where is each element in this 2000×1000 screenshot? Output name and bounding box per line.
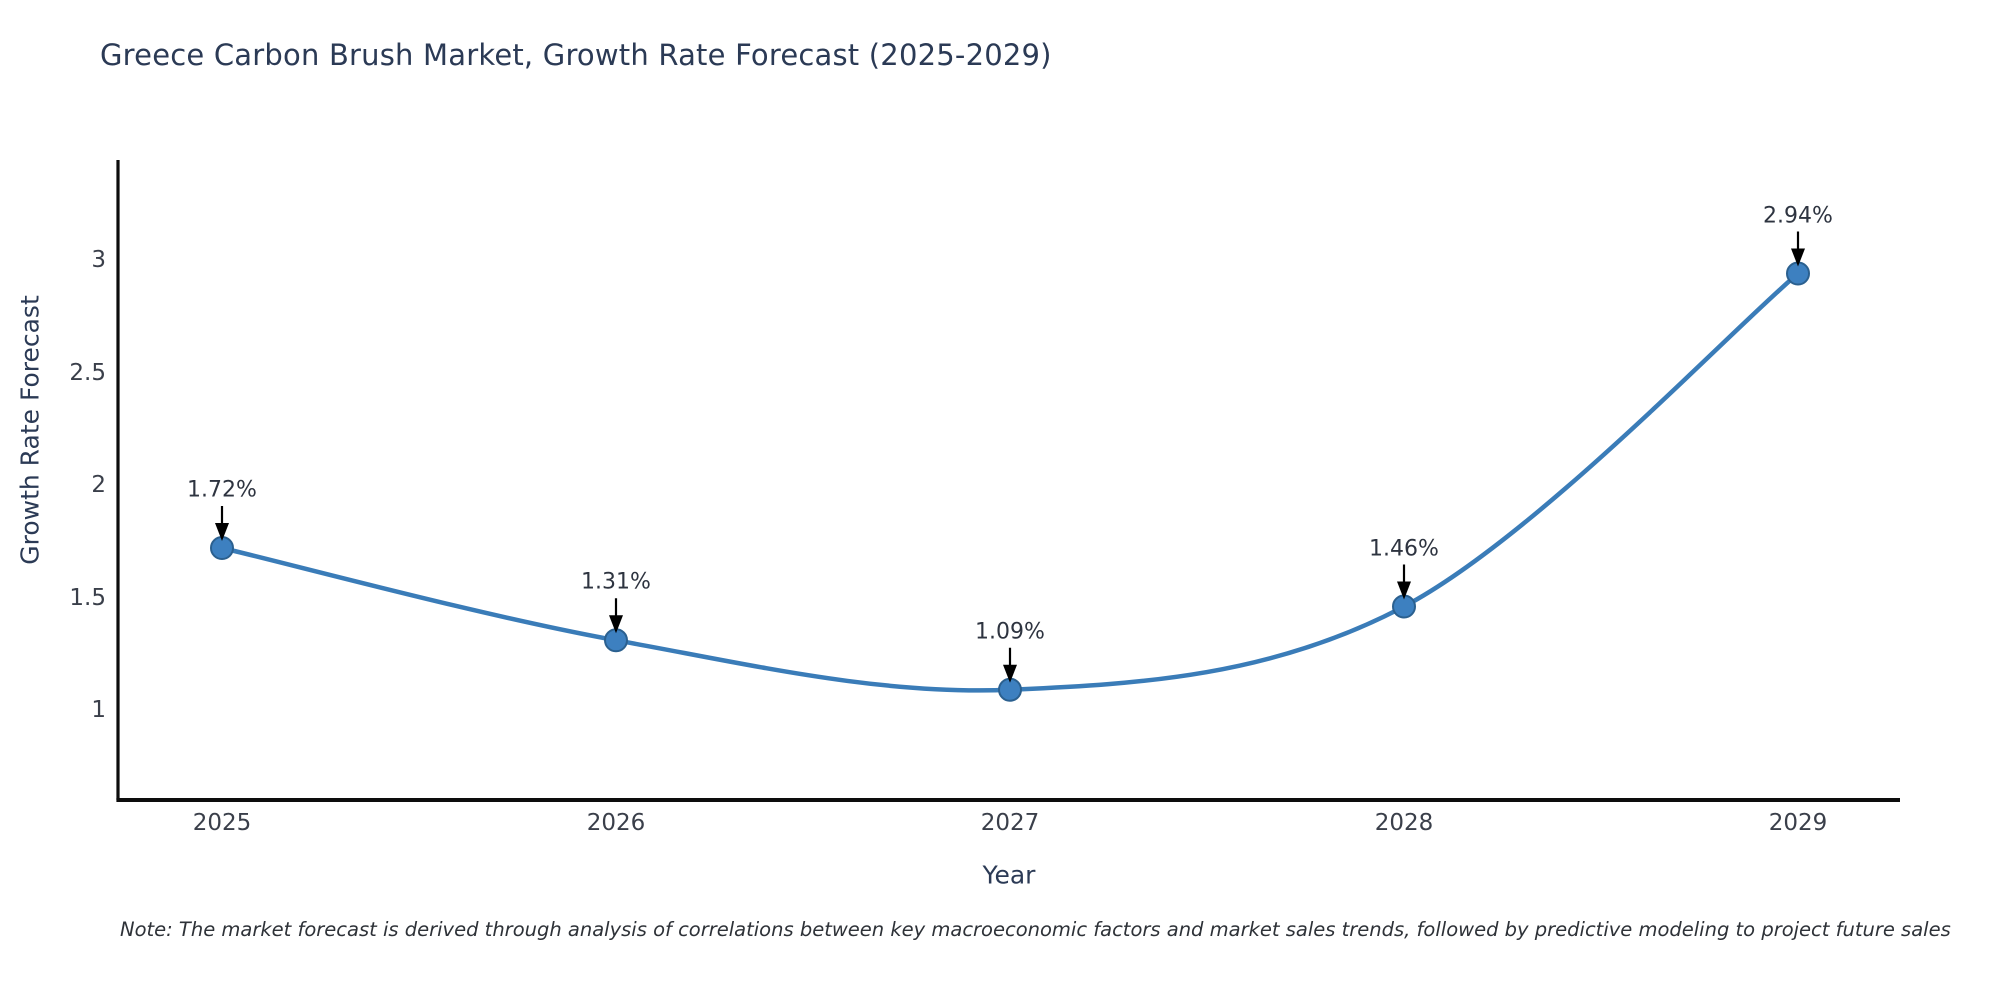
data-point-label: 1.72% bbox=[187, 477, 257, 503]
y-axis-title: Growth Rate Forecast bbox=[15, 295, 45, 565]
y-tick-label: 2 bbox=[91, 472, 106, 498]
annotation-arrowhead bbox=[1003, 664, 1017, 683]
x-tick-label: 2028 bbox=[1374, 810, 1434, 836]
x-tick-label: 2025 bbox=[192, 810, 252, 836]
data-point-label: 1.09% bbox=[975, 619, 1045, 645]
footnote-text: Note: The market forecast is derived thr… bbox=[120, 918, 1951, 941]
y-tick-label: 3 bbox=[91, 247, 106, 273]
annotation-arrowhead bbox=[215, 523, 229, 541]
x-axis-title: Year bbox=[982, 860, 1036, 890]
y-tick-label: 1 bbox=[91, 697, 106, 723]
data-point-label: 1.31% bbox=[581, 569, 651, 595]
x-tick-label: 2027 bbox=[980, 810, 1040, 836]
annotation-arrowhead bbox=[1397, 581, 1411, 600]
annotation-arrowhead bbox=[609, 615, 623, 634]
y-tick-label: 1.5 bbox=[69, 584, 106, 611]
data-point-label: 1.46% bbox=[1369, 536, 1439, 561]
y-tick-label: 2.5 bbox=[69, 359, 106, 386]
data-point-label: 2.94% bbox=[1763, 203, 1833, 228]
annotation-arrowhead bbox=[1791, 248, 1805, 267]
x-tick-label: 2029 bbox=[1768, 810, 1828, 836]
chart-title: Greece Carbon Brush Market, Growth Rate … bbox=[100, 38, 1052, 72]
x-tick-label: 2026 bbox=[586, 810, 646, 836]
